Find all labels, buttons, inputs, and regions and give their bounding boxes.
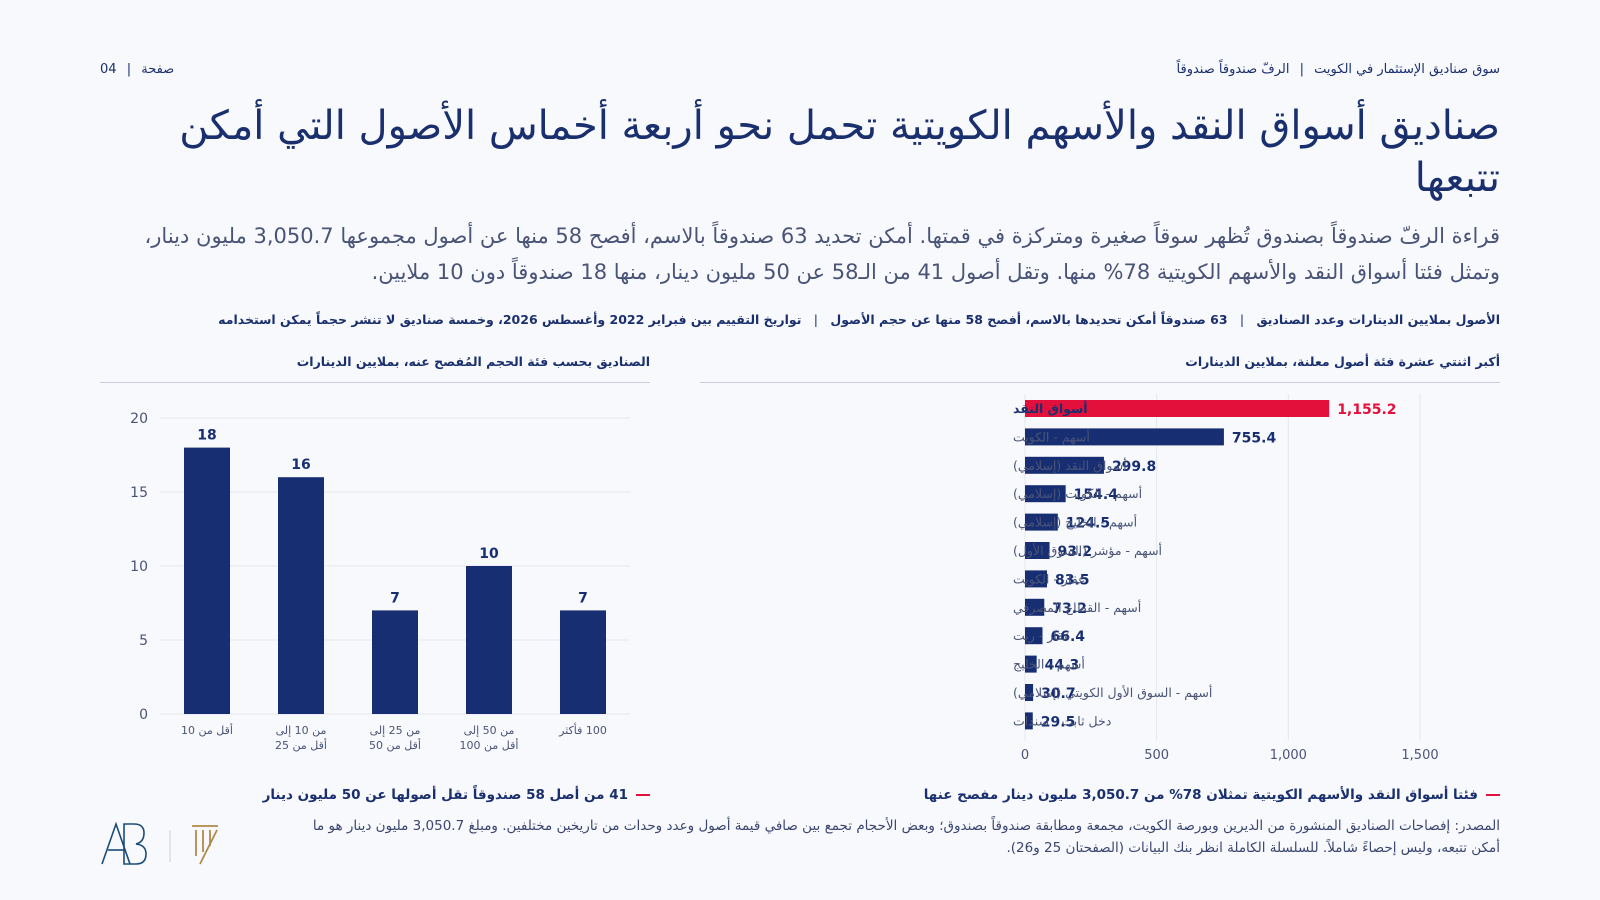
bar [1025, 485, 1066, 503]
meta-separator: | [813, 312, 818, 327]
category-label: عقار - ريت [1013, 628, 1071, 644]
bar [1025, 684, 1034, 701]
lead-paragraph: قراءة الرفّ صندوقاً بصندوق تُظهر سوقاً ص… [144, 224, 1501, 284]
bar-value-label: 7 [578, 590, 588, 606]
bar [1025, 570, 1047, 588]
bar [1025, 627, 1043, 645]
category-label: أسهم - السوق الأول الكويتي (إسلامي) [1013, 684, 1212, 701]
category-label: من 50 إلى [464, 724, 515, 737]
category-label: أسهم - الكويت [1013, 428, 1090, 445]
category-label: أسواق النقد (إسلامي) [1013, 457, 1127, 474]
category-label: أسهم - القطاع المصرفي [1013, 599, 1141, 616]
bar-value-label: 16 [291, 457, 310, 473]
x-tick-label: 0 [1021, 748, 1029, 763]
category-label: أسهم - الخليج [1013, 656, 1085, 673]
bar-value-label: 73.2 [1052, 601, 1087, 617]
bar-value-label: 30.7 [1041, 686, 1076, 702]
page-label: صفحة [141, 62, 175, 77]
source-note: المصدر: إفصاحات الصناديق المنشورة من الد… [312, 818, 1500, 856]
asset-class-bar-chart: 0 500 1,000 1,500 1,155.2 أسواق النقد 755.4 أسه… [1013, 394, 1439, 763]
category-label: من 10 إلى [276, 724, 327, 737]
page-title: صناديق أسواق النقد والأسهم الكويتية تحمل… [179, 103, 1500, 201]
y-tick-label: 5 [139, 633, 148, 649]
category-label: 100 فأكثر [558, 722, 607, 737]
category-label: أقل من 50 [369, 738, 421, 752]
bar-value-label: 44.3 [1045, 658, 1080, 674]
bar-value-label: 10 [479, 546, 499, 562]
x-tick-label: 1,500 [1401, 748, 1438, 763]
left-chart-title: الصناديق بحسب فئة الحجم المُفصح عنه، بمل… [296, 354, 650, 369]
bar [1025, 400, 1330, 417]
bar-value-label: 124.5 [1066, 516, 1110, 532]
bar [1025, 712, 1033, 730]
x-tick-label: 1,000 [1270, 748, 1307, 763]
meta-separator: | [1239, 312, 1245, 327]
category-label: أقل من 100 [460, 738, 519, 752]
bar-value-label: 154.4 [1074, 487, 1119, 503]
right-chart-note: فئتا أسواق النقد والأسهم الكويتية تمثلان… [924, 787, 1500, 803]
bar-value-label: 29.5 [1041, 714, 1076, 730]
page-number-label: صفحة | 04 [100, 62, 174, 77]
page-separator: | [126, 62, 132, 77]
category-label: من 25 إلى [370, 724, 421, 737]
column-logo-icon [192, 825, 218, 865]
bar [1025, 598, 1045, 616]
x-tick-label: 500 [1144, 748, 1169, 763]
meta-item-funds: 63 صندوقاً أمكن تحديدها بالاسم، أفصح 58 … [830, 312, 1228, 327]
y-tick-label: 10 [130, 559, 148, 575]
left-chart-rule [100, 382, 650, 383]
bar-value-label: 18 [197, 428, 216, 444]
breadcrumb-separator: | [1299, 62, 1305, 77]
bar-value-label: 299.8 [1112, 459, 1156, 475]
y-tick-label: 20 [130, 411, 148, 427]
breadcrumb-section: سوق صناديق الإستثمار في الكويت [1314, 62, 1500, 77]
bar-value-label: 1,155.2 [1337, 402, 1396, 418]
y-tick-label: 0 [139, 707, 148, 723]
category-label: أقل من 25 [275, 738, 327, 752]
note-marker [1486, 794, 1500, 796]
bar-value-label: 66.4 [1050, 629, 1085, 645]
category-label: أقل من 10 [181, 723, 233, 737]
bar-value-label: 83.5 [1055, 572, 1090, 588]
bar [1025, 542, 1050, 559]
breadcrumb-subsection: الرفّ صندوقاً صندوقاً [1176, 62, 1290, 77]
bar-value-label: 7 [390, 590, 400, 606]
page-number: 04 [100, 62, 117, 77]
y-tick-label: 15 [130, 485, 148, 501]
left-chart-note: 41 من أصل 58 صندوقاً تقل أصولها عن 50 مل… [263, 787, 650, 803]
category-label: أسهم - الخليج (إسلامي) [1013, 514, 1137, 531]
category-label: عقار - الكويت [1013, 571, 1085, 587]
bar [560, 610, 606, 714]
right-chart-title: أكبر اثنتي عشرة فئة أصول معلنة، بملايين … [1185, 354, 1500, 369]
bar [372, 610, 418, 714]
bar [466, 566, 512, 714]
category-label: أسواق النقد [1013, 400, 1088, 416]
meta-item-dates: تواريخ التقييم بين فبراير 2022 وأغسطس 20… [218, 312, 802, 327]
meta-item-units: الأصول بملايين الدينارات وعدد الصناديق [1256, 312, 1500, 327]
bar-value-label: 93.2 [1058, 544, 1093, 560]
brand-logos [101, 821, 218, 865]
bar [184, 447, 230, 714]
bar [1025, 655, 1037, 673]
meta-line: الأصول بملايين الدينارات وعدد الصناديق |… [100, 312, 1500, 327]
category-label: دخل ثابت - سندات [1013, 713, 1111, 728]
category-label: أسهم - الكويت (إسلامي) [1013, 485, 1142, 502]
ab-logo-icon [101, 821, 147, 865]
right-chart-rule [700, 382, 1500, 383]
bar [1025, 456, 1104, 474]
left-chart-note-text: 41 من أصل 58 صندوقاً تقل أصولها عن 50 مل… [262, 787, 628, 803]
breadcrumb: سوق صناديق الإستثمار في الكويت | الرفّ ص… [1177, 62, 1500, 77]
bar [278, 477, 324, 714]
bar [1025, 428, 1224, 446]
note-marker [636, 794, 650, 796]
bar-value-label: 755.4 [1232, 430, 1277, 446]
right-chart-note-text: فئتا أسواق النقد والأسهم الكويتية تمثلان… [923, 787, 1478, 803]
bar [1025, 513, 1058, 531]
category-label: أسهم - مؤشر (السوق الأول) [1013, 542, 1162, 559]
